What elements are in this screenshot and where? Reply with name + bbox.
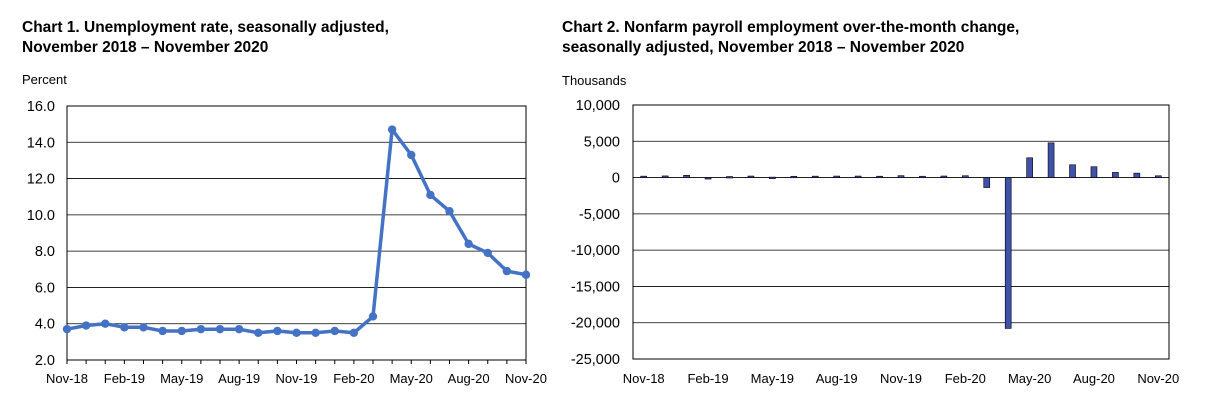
data-point xyxy=(521,270,531,279)
chart-2-title-line-1: Chart 2. Nonfarm payroll employment over… xyxy=(562,19,1020,36)
x-tick-label: Feb-20 xyxy=(945,371,986,386)
data-point xyxy=(445,207,454,216)
payroll-bar xyxy=(683,175,690,178)
data-point xyxy=(196,324,206,334)
data-point xyxy=(234,324,244,334)
x-tick-label: May-20 xyxy=(1008,371,1051,386)
payroll-bar xyxy=(726,176,733,179)
x-tick-label: Feb-19 xyxy=(104,371,145,386)
payroll-bar xyxy=(640,175,648,178)
x-tick-label: May-19 xyxy=(751,371,794,386)
data-point xyxy=(407,150,416,160)
y-axis-label: Thousands xyxy=(562,73,627,88)
data-point xyxy=(292,328,301,337)
data-point xyxy=(368,312,378,321)
x-tick-label: Aug-20 xyxy=(448,371,490,386)
chart-1-title-line-1: Chart 1. Unemployment rate, seasonally a… xyxy=(22,19,389,36)
data-point xyxy=(81,321,91,330)
payroll-bar xyxy=(940,175,948,178)
y-tick-label: 10,000 xyxy=(576,98,620,114)
payroll-bar xyxy=(1069,164,1076,178)
y-tick-label: 16.0 xyxy=(27,99,55,115)
y-tick-label: 12.0 xyxy=(27,172,55,188)
chart-1-plot: Percent 2.0 4.0 6.0 8.0 10.0 12.0 14.0 16.0 Nov-1… xyxy=(22,72,547,386)
payroll-bar xyxy=(1047,142,1055,178)
data-point xyxy=(158,326,167,336)
x-tick-label: Feb-19 xyxy=(687,371,728,386)
y-tick-label: 8.0 xyxy=(35,244,55,260)
payroll-bar xyxy=(811,175,819,178)
payroll-bar xyxy=(790,175,798,179)
data-point xyxy=(120,323,129,332)
plot-frame xyxy=(66,105,527,361)
payroll-bar xyxy=(962,175,969,178)
x-tick-label: Nov-20 xyxy=(1137,371,1179,386)
data-point xyxy=(273,326,282,336)
unemployment-line xyxy=(66,127,527,335)
unemployment-rate-chart: Chart 1. Unemployment rate, seasonally a… xyxy=(0,0,560,410)
data-point xyxy=(139,323,148,332)
payroll-bar xyxy=(769,176,776,179)
x-tick-label: Nov-19 xyxy=(276,371,318,386)
payroll-bar xyxy=(747,175,755,178)
y-tick-label: -10,000 xyxy=(571,243,620,259)
payroll-bar xyxy=(661,175,669,178)
data-point xyxy=(330,326,339,336)
payroll-bar xyxy=(1112,172,1119,178)
y-tick-label: 14.0 xyxy=(27,135,55,151)
data-point xyxy=(254,328,263,337)
payroll-bar xyxy=(833,175,840,178)
payroll-bar xyxy=(1154,175,1162,178)
payroll-bar xyxy=(897,175,905,178)
chart-2-title-line-2: seasonally adjusted, November 2018 – Nov… xyxy=(562,39,965,56)
payroll-bar xyxy=(1133,172,1141,178)
data-point xyxy=(62,324,72,334)
data-point xyxy=(215,324,225,334)
x-tick-label: Nov-20 xyxy=(505,371,547,386)
y-tick-label: 2.0 xyxy=(35,353,55,369)
payroll-bar xyxy=(876,175,883,179)
y-tick-label: 10.0 xyxy=(27,208,55,224)
payroll-bar xyxy=(704,177,712,180)
data-point xyxy=(483,248,492,258)
payroll-bar xyxy=(983,177,991,188)
data-point xyxy=(311,328,320,337)
y-tick-label: 5,000 xyxy=(584,134,620,150)
payroll-bar xyxy=(1026,157,1033,178)
x-tick-label: Nov-18 xyxy=(623,371,665,386)
y-tick-label: -20,000 xyxy=(571,316,620,332)
y-tick-label: 4.0 xyxy=(35,317,55,333)
y-axis-label: Percent xyxy=(22,72,67,87)
chart-2-title: Chart 2. Nonfarm payroll employment over… xyxy=(562,18,1019,58)
data-point xyxy=(101,319,110,328)
plot-frame xyxy=(632,104,1170,360)
payroll-bar xyxy=(1090,166,1098,178)
payroll-bar xyxy=(919,175,926,179)
x-tick-label: Feb-20 xyxy=(333,371,374,386)
y-tick-label: -5,000 xyxy=(579,207,620,223)
y-tick-label: -25,000 xyxy=(571,352,620,368)
x-tick-label: Nov-19 xyxy=(880,371,922,386)
x-tick-label: Aug-19 xyxy=(816,371,858,386)
x-tick-label: Aug-20 xyxy=(1073,371,1115,386)
data-point xyxy=(426,190,435,200)
chart-1-title-line-2: November 2018 – November 2020 xyxy=(22,39,269,56)
chart-2-plot: Thousands -25,000 -20,000 -15,000 -10,000 -5,… xyxy=(562,73,1179,386)
data-point xyxy=(502,266,512,276)
payroll-employment-chart: Chart 2. Nonfarm payroll employment over… xyxy=(560,0,1222,410)
data-point xyxy=(349,328,359,337)
data-point xyxy=(387,125,397,134)
y-tick-label: -15,000 xyxy=(571,279,620,295)
x-tick-label: May-20 xyxy=(390,371,433,386)
x-tick-label: May-19 xyxy=(160,371,203,386)
chart-1-title: Chart 1. Unemployment rate, seasonally a… xyxy=(22,18,389,58)
payroll-bar xyxy=(1004,177,1012,329)
x-tick-label: Nov-18 xyxy=(46,371,88,386)
data-point xyxy=(464,239,473,249)
x-tick-label: Aug-19 xyxy=(218,371,260,386)
data-point xyxy=(177,326,186,336)
payroll-bar xyxy=(854,175,862,178)
y-tick-label: 6.0 xyxy=(35,280,55,296)
y-tick-label: 0 xyxy=(612,171,620,187)
